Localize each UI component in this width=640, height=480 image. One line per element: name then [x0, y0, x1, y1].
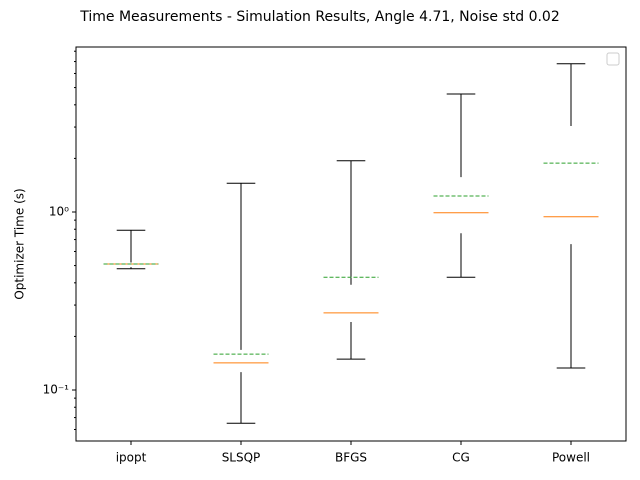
x-tick-label: CG [452, 451, 470, 465]
y-tick-label: 10⁰ [49, 204, 69, 218]
chart-title: Time Measurements - Simulation Results, … [79, 9, 560, 25]
x-tick-label: Powell [552, 451, 590, 465]
y-axis-label: Optimizer Time (s) [13, 188, 27, 299]
x-tick-label: ipopt [116, 451, 147, 465]
y-tick-label: 10⁻¹ [43, 382, 70, 396]
x-tick-label: BFGS [335, 451, 367, 465]
x-tick-label: SLSQP [222, 451, 261, 465]
legend [606, 52, 620, 66]
